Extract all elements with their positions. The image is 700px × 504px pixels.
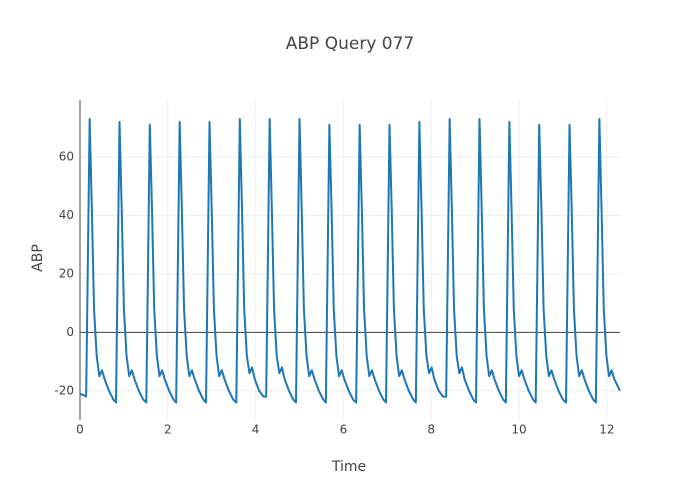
y-tick-label: 60 <box>59 149 74 163</box>
y-axis-label: ABP <box>30 244 46 272</box>
y-tick-label: 20 <box>59 266 74 280</box>
x-tick-label: 12 <box>599 423 614 437</box>
x-tick-label: 0 <box>76 423 84 437</box>
y-tick-label: 40 <box>59 208 74 222</box>
x-tick-label: 8 <box>427 423 435 437</box>
chart-title: ABP Query 077 <box>286 34 414 54</box>
y-tick-label: 0 <box>66 325 74 339</box>
y-tick-label: -20 <box>54 383 74 397</box>
x-tick-label: 6 <box>340 423 348 437</box>
x-tick-label: 4 <box>252 423 260 437</box>
data-line <box>79 118 621 404</box>
x-tick-label: 10 <box>511 423 526 437</box>
x-axis-label: Time <box>331 459 366 475</box>
x-tick-label: 2 <box>164 423 172 437</box>
